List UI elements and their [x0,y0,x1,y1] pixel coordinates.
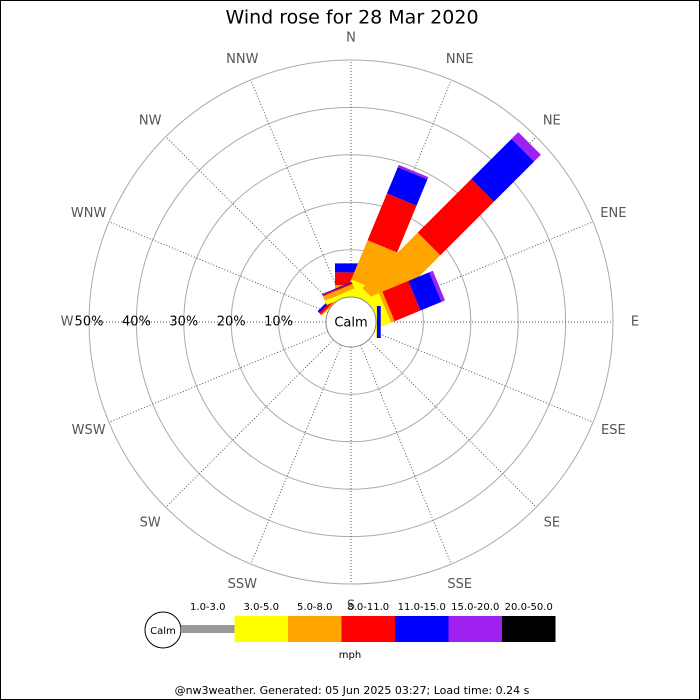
grid-ring [183,154,519,490]
legend: Calm mph 1.0-3.0 3.0-5.0 5.0-8.0 8.0-11.0 11… [144,602,556,661]
spoke [165,136,334,305]
bars [317,132,541,338]
direction-label: E [631,315,639,330]
direction-label: NW [139,114,162,129]
bar-segment [367,193,417,253]
bar-segment [322,281,353,295]
legend-swatch [395,616,449,642]
grid: N NNE NE ENE E ESE SE SSE S SSW SW WSW W WNW NW NNW [61,31,640,614]
bar-segment [382,280,421,322]
unit-label: mph [339,650,361,661]
direction-label: N [346,31,356,46]
bar-segment [323,284,355,301]
r-tick-label: 10% [264,315,293,330]
direction-label: NNE [446,52,474,67]
bar-segment [511,132,541,162]
bar-segment [376,306,381,338]
legend-label: 1.0-3.0 [190,602,225,613]
r-tick-label: 30% [169,315,198,330]
chart-title: Wind rose for 28 Mar 2020 [225,7,478,29]
direction-label: WSW [72,423,106,438]
bar-segment [408,272,442,311]
legend-label: 20.0-50.0 [505,602,553,613]
spoke [108,221,329,313]
legend-swatch [502,616,556,642]
legend-swatch [181,625,235,633]
spoke [368,339,537,508]
r-tick-label: 40% [122,315,151,330]
bar-segment [471,138,535,202]
direction-label: S [347,599,355,614]
legend-calm-label: Calm [150,626,176,637]
legend-label: 5.0-8.0 [297,602,332,613]
legend-swatch [341,616,395,642]
direction-label: ENE [600,206,626,221]
direction-label: SSE [447,577,472,592]
bar-segment [378,291,395,323]
spoke [373,331,594,423]
direction-label: SE [544,515,560,530]
calm-circle [325,296,377,348]
calm-label: Calm [334,316,367,331]
grid-ring [88,59,614,585]
direction-label: SW [140,515,161,530]
bar-segment [397,164,429,180]
legend-label: 8.0-11.0 [347,602,389,613]
direction-label: NNW [226,52,258,67]
bar-segment [429,270,446,302]
legend-label: 11.0-15.0 [398,602,446,613]
direction-label: SSW [228,577,258,592]
r-tick-label: 50% [75,315,104,330]
bar-segment [362,232,441,311]
bar-segment [386,167,428,206]
legend-swatch [288,616,342,642]
legend-swatch [448,616,502,642]
direction-label: W [61,315,74,330]
bar-segment [324,288,357,306]
spoke [165,339,334,508]
grid-ring [230,201,472,443]
bar-segment [322,282,353,297]
direction-label: ESE [601,423,626,438]
legend-label: 3.0-5.0 [244,602,279,613]
legend-label: 15.0-20.0 [451,602,499,613]
footer: @nw3weather. Generated: 05 Jun 2025 03:2… [175,684,530,697]
r-tick-label: 20% [217,315,246,330]
spoke [360,344,452,565]
spoke [108,331,329,423]
legend-swatch [234,616,288,642]
grid-ring [278,249,424,395]
spoke [250,344,342,565]
bar-segment [417,179,494,256]
direction-label: WNW [71,206,107,221]
direction-label: NE [543,114,561,129]
spoke [250,79,342,300]
